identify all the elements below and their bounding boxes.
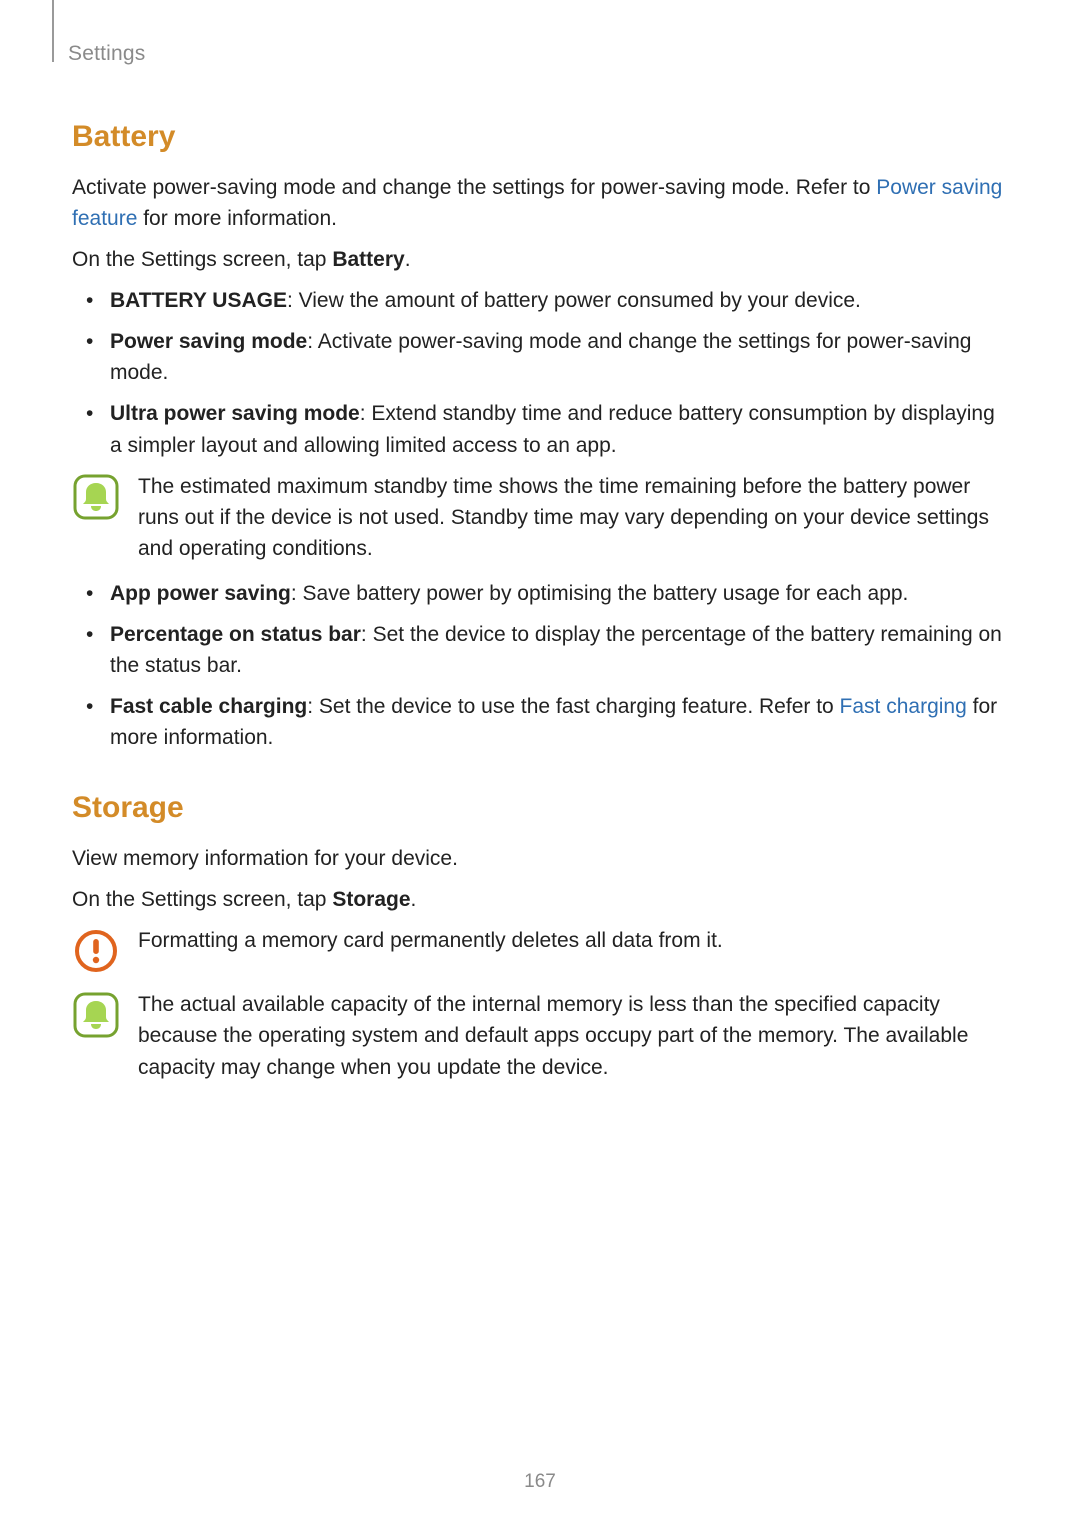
- item-bold: Ultra power saving mode: [110, 402, 360, 425]
- item-rest-pre: : Set the device to use the fast chargin…: [307, 695, 839, 718]
- list-item: Power saving mode: Activate power-saving…: [100, 326, 1008, 388]
- battery-list-top: BATTERY USAGE: View the amount of batter…: [72, 285, 1008, 460]
- item-bold: Fast cable charging: [110, 695, 307, 718]
- storage-heading: Storage: [72, 791, 1008, 825]
- battery-intro: Activate power-saving mode and change th…: [72, 172, 1008, 234]
- page: Settings Battery Activate power-saving m…: [0, 0, 1080, 1527]
- item-bold: Percentage on status bar: [110, 623, 361, 646]
- battery-heading: Battery: [72, 120, 1008, 154]
- storage-warning-callout: Formatting a memory card permanently del…: [72, 925, 1008, 975]
- storage-warning-text: Formatting a memory card permanently del…: [138, 925, 723, 956]
- storage-tap-pre: On the Settings screen, tap: [72, 888, 332, 911]
- battery-tap-pre: On the Settings screen, tap: [72, 248, 332, 271]
- item-bold: Power saving mode: [110, 330, 307, 353]
- item-rest: : View the amount of battery power consu…: [287, 289, 861, 312]
- battery-intro-post: for more information.: [137, 207, 337, 230]
- battery-note-callout: The estimated maximum standby time shows…: [72, 471, 1008, 564]
- fast-charging-link[interactable]: Fast charging: [840, 695, 967, 718]
- item-rest: : Save battery power by optimising the b…: [291, 582, 909, 605]
- item-bold: App power saving: [110, 582, 291, 605]
- list-item: App power saving: Save battery power by …: [100, 578, 1008, 609]
- header-rule: [52, 0, 54, 62]
- battery-tap-line: On the Settings screen, tap Battery.: [72, 244, 1008, 275]
- storage-note-callout: The actual available capacity of the int…: [72, 989, 1008, 1082]
- storage-tap-post: .: [411, 888, 417, 911]
- battery-list-bottom: App power saving: Save battery power by …: [72, 578, 1008, 753]
- storage-intro: View memory information for your device.: [72, 843, 1008, 874]
- list-item: Ultra power saving mode: Extend standby …: [100, 398, 1008, 460]
- note-icon: [72, 991, 120, 1039]
- list-item: Fast cable charging: Set the device to u…: [100, 691, 1008, 753]
- list-item: BATTERY USAGE: View the amount of batter…: [100, 285, 1008, 316]
- list-item: Percentage on status bar: Set the device…: [100, 619, 1008, 681]
- note-icon: [72, 473, 120, 521]
- storage-tap-line: On the Settings screen, tap Storage.: [72, 884, 1008, 915]
- warning-icon: [72, 927, 120, 975]
- page-number: 167: [0, 1471, 1080, 1493]
- battery-tap-bold: Battery: [332, 248, 404, 271]
- battery-intro-pre: Activate power-saving mode and change th…: [72, 176, 876, 199]
- battery-note-text: The estimated maximum standby time shows…: [138, 471, 1008, 564]
- storage-note-text: The actual available capacity of the int…: [138, 989, 1008, 1082]
- storage-tap-bold: Storage: [332, 888, 410, 911]
- item-bold: BATTERY USAGE: [110, 289, 287, 312]
- breadcrumb: Settings: [68, 42, 1008, 66]
- battery-tap-post: .: [405, 248, 411, 271]
